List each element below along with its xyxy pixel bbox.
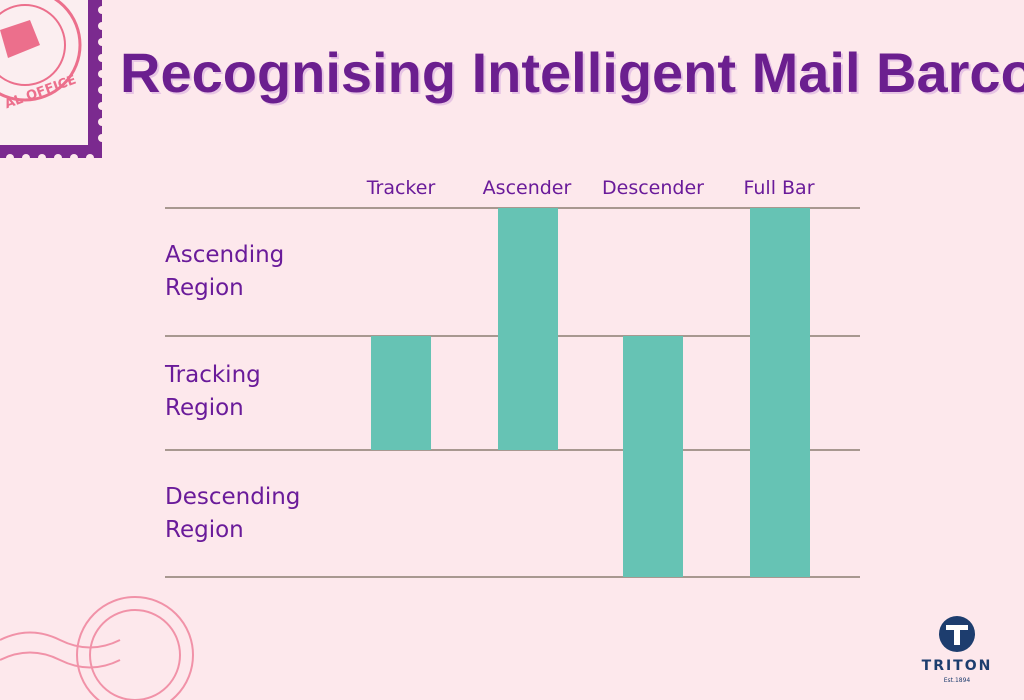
region-label: Region (165, 517, 244, 543)
logo: TRITON Est.1894 (922, 616, 993, 684)
title: Recognising Intelligent Mail Barcode (120, 41, 1024, 104)
column-label: Full Bar (743, 177, 814, 199)
region-label: Region (165, 275, 244, 301)
tracker-bar (371, 336, 431, 450)
region-label: Tracking (164, 362, 261, 388)
ascender-bar (498, 208, 558, 450)
column-label: Tracker (366, 177, 436, 199)
column-label: Descender (602, 177, 704, 199)
region-label: Ascending (165, 242, 284, 268)
column-label: Ascender (483, 177, 572, 199)
stamp: AL OFFICE (0, 0, 106, 162)
full-bar (750, 208, 810, 577)
descender-bar (623, 336, 683, 577)
title-shadow: Recognising Intelligent Mail Barcode (122, 43, 1024, 106)
logo-name: TRITON (922, 658, 993, 674)
region-label: Descending (165, 484, 300, 510)
bars (371, 208, 810, 577)
logo-tagline: Est.1894 (944, 677, 971, 684)
postmark (0, 596, 194, 700)
region-label: Region (165, 395, 244, 421)
